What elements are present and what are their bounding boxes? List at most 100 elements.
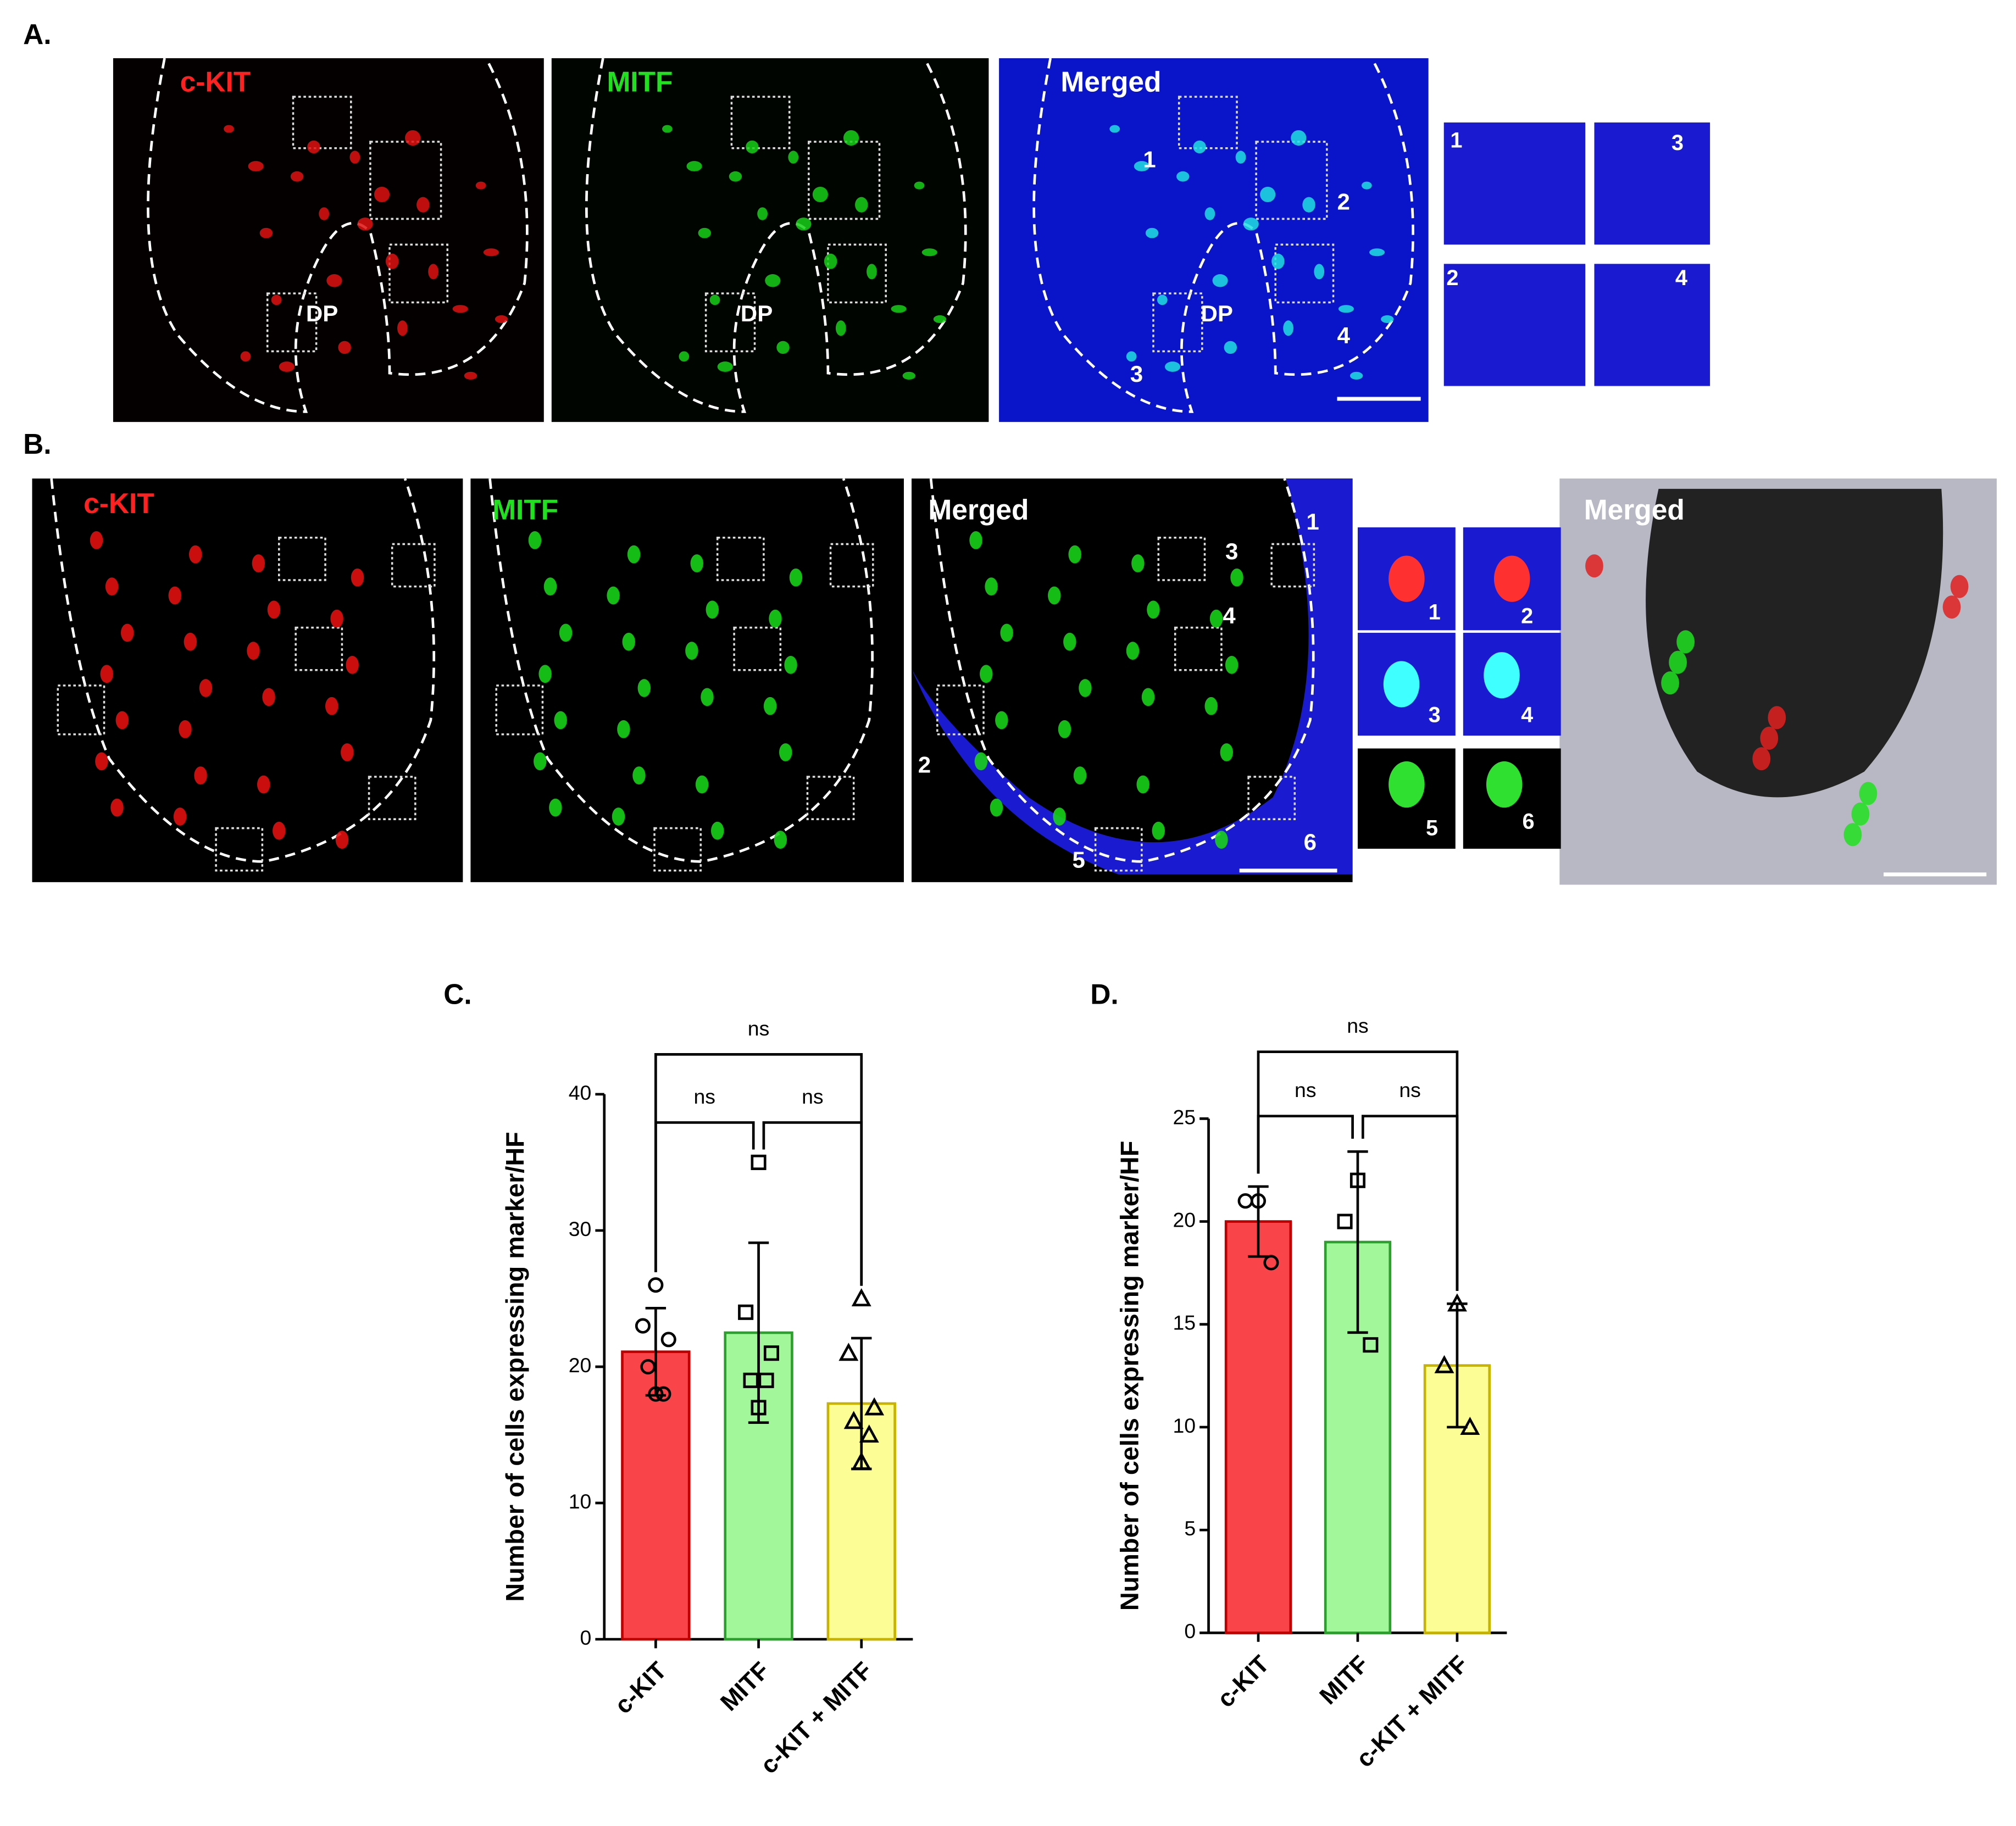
signal (1157, 294, 1168, 305)
roi-box (278, 536, 326, 581)
signal (679, 351, 690, 362)
signal (1131, 554, 1145, 572)
panel-label: C. (443, 978, 471, 1010)
signal (995, 711, 1008, 730)
roi-box (829, 543, 874, 588)
data-point (1237, 1193, 1253, 1209)
signal (812, 186, 828, 203)
signal (1585, 554, 1603, 578)
signal (1669, 650, 1687, 674)
y-tick-label: 40 (569, 1081, 592, 1104)
signal (1760, 726, 1779, 750)
signal (1193, 140, 1206, 154)
dp-label: DP (1201, 300, 1233, 326)
signal (757, 207, 768, 220)
signal (224, 125, 234, 133)
roi-box (1178, 96, 1238, 149)
roi-box (495, 684, 544, 736)
signal (789, 568, 803, 587)
signal (1950, 575, 1969, 598)
follicle-outline (1032, 57, 1414, 413)
signal (330, 609, 343, 628)
inset-number: 1 (1429, 600, 1441, 624)
roi-box (292, 96, 352, 149)
signal (534, 752, 547, 771)
cell (1493, 555, 1530, 602)
signal (637, 679, 651, 697)
cell (1389, 555, 1425, 602)
roi-number: 6 (1304, 829, 1317, 855)
signal (902, 371, 916, 380)
image-label: Merged (1584, 494, 1685, 526)
signal (105, 577, 119, 596)
signal (257, 775, 270, 794)
inset-number: 2 (1521, 604, 1533, 628)
signal (1000, 623, 1013, 642)
signal (184, 632, 197, 651)
signal (1152, 821, 1165, 840)
signal (452, 305, 468, 313)
signal (528, 531, 542, 549)
follicle-outline (585, 57, 967, 413)
inset-number: 2 (1446, 266, 1458, 290)
signal (746, 140, 759, 154)
signal (559, 623, 573, 642)
significance-label: ns (1399, 1078, 1421, 1101)
signal (1338, 305, 1354, 313)
y-tick-label: 0 (580, 1626, 592, 1649)
signal (1361, 181, 1372, 190)
signal (374, 186, 390, 203)
signal (1661, 671, 1679, 695)
image-label: MITF (492, 494, 558, 526)
cell (1484, 652, 1520, 699)
follicle-outline (50, 478, 436, 863)
signal (1243, 218, 1259, 231)
inset-number: 3 (1671, 131, 1684, 155)
signal (307, 140, 320, 154)
signal (685, 642, 698, 660)
roi-box (733, 626, 782, 671)
image-label: c-KIT (84, 487, 154, 519)
y-tick-label: 10 (569, 1490, 592, 1513)
signal (1109, 125, 1120, 133)
roi-box (369, 141, 442, 220)
roi-box (391, 543, 436, 588)
signal (717, 361, 733, 372)
signal (252, 554, 265, 572)
follicle-outline (488, 478, 874, 863)
y-tick-label: 15 (1173, 1311, 1196, 1334)
image-label: Merged (1060, 65, 1161, 97)
y-tick-label: 10 (1173, 1414, 1196, 1437)
signal (1079, 679, 1092, 697)
signal (325, 697, 338, 715)
inset-number: 5 (1426, 816, 1438, 840)
signal (1225, 656, 1239, 674)
roi-box (1174, 626, 1223, 671)
signal (357, 218, 373, 231)
data-point (660, 1332, 676, 1348)
signal (240, 351, 251, 362)
signal (1053, 808, 1066, 826)
signal (464, 371, 477, 380)
roi-number: 2 (918, 751, 931, 777)
signal (1136, 775, 1149, 794)
signal (319, 207, 330, 220)
data-point (859, 1424, 879, 1443)
signal (921, 248, 937, 257)
roi-box (1270, 543, 1315, 588)
signal (1768, 706, 1786, 730)
signal (1063, 632, 1076, 651)
image-mitf (551, 58, 989, 422)
data-point (758, 1372, 774, 1388)
signal (824, 253, 837, 269)
signal (855, 197, 868, 213)
signal (690, 554, 703, 572)
roi-box (827, 243, 887, 304)
follicle-outline (147, 57, 529, 413)
roi-box (704, 292, 756, 353)
signal (290, 171, 304, 182)
signal (617, 720, 630, 738)
signal (985, 577, 998, 596)
signal (120, 623, 134, 642)
